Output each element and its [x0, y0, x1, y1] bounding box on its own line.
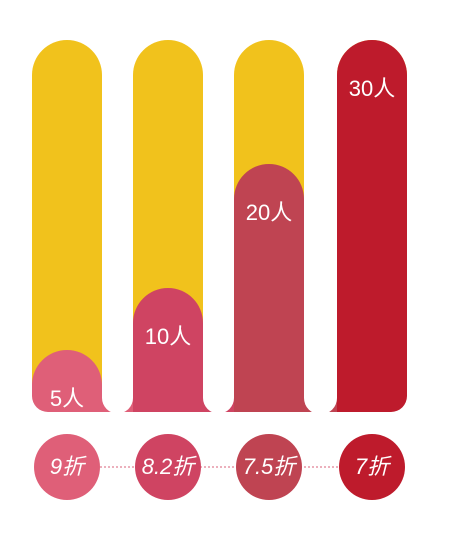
value-label: 20人	[246, 200, 292, 225]
notch	[304, 381, 337, 415]
bar	[32, 350, 102, 412]
discount-badge	[236, 434, 302, 500]
x-tick-label: 9折	[50, 454, 87, 479]
x-tick-label: 7.5折	[243, 454, 299, 479]
corner-mask	[391, 396, 407, 412]
value-label: 10人	[145, 324, 191, 349]
discount-badge	[339, 434, 405, 500]
notch	[203, 382, 234, 414]
bar	[234, 164, 304, 412]
notch	[102, 382, 133, 414]
bar	[133, 288, 203, 412]
discount-badge	[34, 434, 100, 500]
x-tick-label: 8.2折	[142, 454, 198, 479]
x-tick-label: 7折	[355, 454, 392, 479]
bar	[337, 40, 407, 412]
track	[32, 40, 102, 412]
value-label: 5人	[50, 386, 84, 411]
corner-mask	[32, 396, 48, 412]
value-label: 30人	[349, 76, 395, 101]
discount-badge	[135, 434, 201, 500]
